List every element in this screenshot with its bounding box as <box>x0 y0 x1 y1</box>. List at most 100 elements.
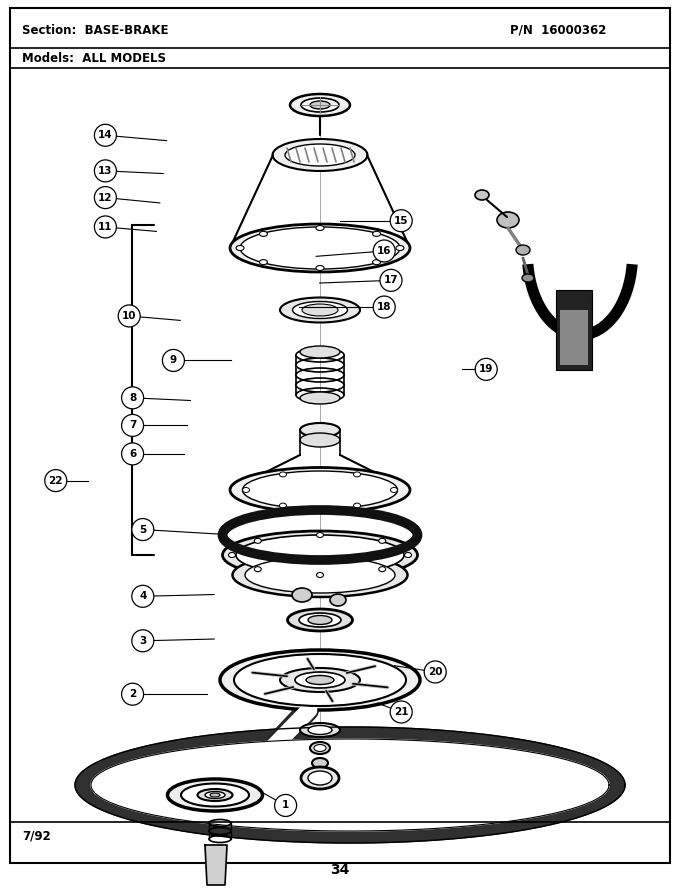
Ellipse shape <box>295 672 345 688</box>
Text: 21: 21 <box>394 707 409 717</box>
Polygon shape <box>91 739 609 831</box>
Ellipse shape <box>405 553 411 557</box>
Ellipse shape <box>390 488 398 492</box>
Ellipse shape <box>254 538 261 544</box>
Circle shape <box>122 415 143 436</box>
Circle shape <box>95 160 116 182</box>
Ellipse shape <box>205 791 225 798</box>
Circle shape <box>95 216 116 238</box>
Circle shape <box>122 387 143 409</box>
Text: 19: 19 <box>479 364 494 375</box>
Circle shape <box>390 210 412 231</box>
Circle shape <box>390 701 412 723</box>
Text: 9: 9 <box>170 355 177 366</box>
Ellipse shape <box>373 260 381 264</box>
Ellipse shape <box>260 231 267 237</box>
Ellipse shape <box>230 467 410 513</box>
Text: 4: 4 <box>139 591 146 602</box>
Text: 12: 12 <box>98 192 113 203</box>
Ellipse shape <box>273 139 367 171</box>
Ellipse shape <box>354 503 360 508</box>
Ellipse shape <box>316 572 324 578</box>
Circle shape <box>275 795 296 816</box>
Text: 10: 10 <box>122 311 137 321</box>
Ellipse shape <box>379 538 386 544</box>
Ellipse shape <box>300 346 340 358</box>
Ellipse shape <box>292 302 347 319</box>
Ellipse shape <box>254 567 261 571</box>
Ellipse shape <box>354 472 360 477</box>
Ellipse shape <box>228 553 235 557</box>
Ellipse shape <box>516 245 530 255</box>
Ellipse shape <box>316 225 324 231</box>
Ellipse shape <box>279 503 286 508</box>
Circle shape <box>122 684 143 705</box>
Circle shape <box>118 305 140 327</box>
Bar <box>560 310 588 365</box>
Ellipse shape <box>260 260 267 264</box>
Text: 7: 7 <box>129 420 136 431</box>
Ellipse shape <box>220 650 420 710</box>
Ellipse shape <box>292 588 312 602</box>
Ellipse shape <box>167 779 262 811</box>
Circle shape <box>45 470 67 491</box>
Ellipse shape <box>301 98 339 112</box>
Ellipse shape <box>280 668 360 692</box>
Ellipse shape <box>475 190 489 200</box>
Ellipse shape <box>236 535 404 575</box>
Ellipse shape <box>240 227 400 269</box>
Ellipse shape <box>310 101 330 109</box>
Ellipse shape <box>308 771 332 785</box>
Ellipse shape <box>280 297 360 322</box>
Ellipse shape <box>396 246 404 250</box>
Circle shape <box>475 359 497 380</box>
Text: 22: 22 <box>48 475 63 486</box>
Ellipse shape <box>285 144 355 166</box>
Polygon shape <box>205 845 227 885</box>
Ellipse shape <box>314 745 326 751</box>
Text: 16: 16 <box>377 246 392 256</box>
Circle shape <box>163 350 184 371</box>
Circle shape <box>373 240 395 262</box>
Ellipse shape <box>243 471 398 509</box>
Ellipse shape <box>316 532 324 538</box>
Ellipse shape <box>300 723 340 737</box>
Text: 17: 17 <box>384 275 398 286</box>
Ellipse shape <box>222 531 418 579</box>
Text: 20: 20 <box>428 667 443 677</box>
Text: 7/92: 7/92 <box>22 829 51 843</box>
Ellipse shape <box>308 725 332 734</box>
Ellipse shape <box>233 553 407 597</box>
Ellipse shape <box>310 742 330 754</box>
Circle shape <box>132 630 154 651</box>
Circle shape <box>380 270 402 291</box>
Ellipse shape <box>288 609 352 631</box>
Ellipse shape <box>243 488 250 492</box>
Ellipse shape <box>301 767 339 789</box>
Circle shape <box>95 187 116 208</box>
Ellipse shape <box>210 793 220 797</box>
Text: P/N  16000362: P/N 16000362 <box>510 23 607 36</box>
Text: 6: 6 <box>129 449 136 459</box>
Text: 15: 15 <box>394 215 409 226</box>
Ellipse shape <box>290 94 350 116</box>
Circle shape <box>122 443 143 465</box>
Circle shape <box>373 296 395 318</box>
Text: 3: 3 <box>139 635 146 646</box>
Ellipse shape <box>230 224 410 272</box>
Text: Section:  BASE-BRAKE: Section: BASE-BRAKE <box>22 23 169 36</box>
Text: 13: 13 <box>98 166 113 176</box>
Text: Models:  ALL MODELS: Models: ALL MODELS <box>22 52 166 64</box>
Ellipse shape <box>308 616 332 625</box>
Ellipse shape <box>299 613 341 627</box>
Ellipse shape <box>316 265 324 271</box>
Ellipse shape <box>300 392 340 404</box>
Polygon shape <box>75 727 625 843</box>
Ellipse shape <box>312 758 328 768</box>
Bar <box>556 290 592 370</box>
Ellipse shape <box>181 783 249 806</box>
Ellipse shape <box>373 231 381 237</box>
Ellipse shape <box>497 212 519 228</box>
Text: 18: 18 <box>377 302 392 312</box>
Ellipse shape <box>330 594 346 606</box>
